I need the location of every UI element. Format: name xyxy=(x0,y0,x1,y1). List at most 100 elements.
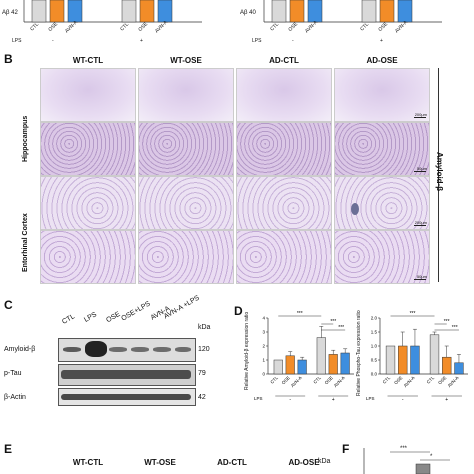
panel-b-side-bar xyxy=(438,68,439,282)
histology-tile xyxy=(40,230,136,284)
panel-d-label: D xyxy=(234,304,243,318)
lane-label: CTL xyxy=(61,313,77,326)
histology-tile xyxy=(236,122,332,176)
panel-f-sig1: *** xyxy=(400,446,408,452)
panel-a-bar xyxy=(121,0,137,23)
blot-actin xyxy=(58,388,196,406)
histology-tile: 50μm xyxy=(334,230,430,284)
panel-a-ylabel-left: Aβ 42 xyxy=(2,10,18,16)
panel-b-row-hippocampus: Hippocampus xyxy=(22,115,29,162)
chart-d1-ytick-label: 3 xyxy=(262,330,265,335)
panel-a-bar xyxy=(49,0,65,23)
chart-d1-lps-plus: + xyxy=(332,397,335,403)
kda-label: kDa xyxy=(198,324,211,331)
chart-d2-bar xyxy=(454,362,464,375)
chart-d2-bar xyxy=(398,345,408,375)
blot-mw: 79 xyxy=(198,370,206,377)
histology-tile xyxy=(138,230,234,284)
panel-b-col-header: WT-CTL xyxy=(72,56,104,65)
panel-f-kda: kDa xyxy=(318,458,331,465)
chart-d1-sig-label: *** xyxy=(330,319,336,325)
chart-d2-lps-plus: + xyxy=(445,397,448,403)
chart-d1-bar xyxy=(328,354,338,375)
histology-tile: 200μm xyxy=(334,68,430,122)
scale-bar xyxy=(414,279,426,280)
chart-d2-ytick-label: 1.0 xyxy=(371,344,378,349)
panel-a-bar xyxy=(157,0,173,23)
blot-amyloid xyxy=(58,338,196,362)
scale-bar xyxy=(414,171,426,172)
chart-d2-ytick-label: 0.0 xyxy=(371,372,378,377)
chart-d1-cat-label: AVN-A xyxy=(290,375,303,388)
histology-tile xyxy=(40,176,136,230)
blot-mw: 42 xyxy=(198,394,206,401)
chart-d2-lps-label: LPS xyxy=(366,396,375,401)
chart-d2-sig-label: *** xyxy=(410,311,416,317)
panel-c-label: C xyxy=(4,298,13,312)
chart-d1-sig-label: *** xyxy=(338,325,344,331)
panel-f-sig2: * xyxy=(430,454,433,460)
chart-d2-ytick-label: 1.5 xyxy=(371,330,378,335)
panel-d: Relative Amyloid-β expression ratio 0 1 2 3… xyxy=(230,300,474,412)
panel-b-label: B xyxy=(4,52,13,66)
panel-a-ylabel-right: Aβ 40 xyxy=(240,10,256,16)
panel-a-bar xyxy=(139,0,155,23)
panel-e-label: E xyxy=(4,442,13,456)
histology-tile xyxy=(236,68,332,122)
chart-d1-ytick-label: 4 xyxy=(262,316,265,321)
panel-a-left-axes xyxy=(23,0,202,23)
chart-d2-ytick-label: 0.5 xyxy=(371,358,378,363)
scale-bar xyxy=(414,225,426,226)
blot-row-label: β-Actin xyxy=(4,394,26,401)
panel-a-lps-label: LPS xyxy=(12,38,22,44)
panel-b: WT-CTL WT-OSE AD-CTL AD-OSE Hippocampus … xyxy=(0,52,474,284)
panel-a-lps-plus: + xyxy=(140,38,143,44)
panel-b-row-cortex: Entorhinal Cortex xyxy=(22,213,29,272)
panel-b-col-header: WT-OSE xyxy=(170,56,202,65)
chart-d1-bar xyxy=(340,352,350,375)
scale-text: 50μm xyxy=(416,166,427,171)
panel-f-chart xyxy=(363,448,450,474)
panel-f-label: F xyxy=(342,442,350,456)
panel-a-lps-minus: - xyxy=(52,38,54,44)
chart-d2-ytick-label: 2.0 xyxy=(371,316,378,321)
panel-e-col-header: AD-OSE xyxy=(288,458,320,467)
chart-d1-lps-minus: - xyxy=(289,397,291,403)
chart-d1-cat-label: AVN-A xyxy=(333,375,346,388)
blot-row-label: Amyloid-β xyxy=(4,346,36,353)
lane-label: OSE xyxy=(105,310,122,325)
chart-d2-bar xyxy=(442,356,452,375)
lane-label: LPS xyxy=(83,311,99,324)
chart-d2-cat-label: OSE xyxy=(393,375,403,385)
chart-d2-sig-label: *** xyxy=(452,325,458,331)
panel-a-lps-minus: - xyxy=(292,38,294,44)
panel-a-bar xyxy=(31,0,47,23)
tissue-artifact xyxy=(351,203,359,215)
panel-c: CTL LPS OSE OSE+LPS AVN-A AVN-A +LPS kDa… xyxy=(0,295,230,410)
chart-d1-bar xyxy=(273,359,283,375)
chart-d1-cat-label: OSE xyxy=(324,375,334,385)
histology-tile xyxy=(138,176,234,230)
panel-b-col-header: AD-CTL xyxy=(269,56,299,65)
chart-d2-bar xyxy=(429,334,440,375)
histology-tile xyxy=(40,68,136,122)
chart-d2-sig-label: *** xyxy=(444,319,450,325)
histology-tile: 200μm xyxy=(334,176,430,230)
lane-label: OSE+LPS xyxy=(120,300,152,323)
chart-d1-ytick-label: 2 xyxy=(262,344,265,349)
histology-tile xyxy=(138,122,234,176)
histology-tile xyxy=(236,230,332,284)
panel-f-bar xyxy=(415,463,431,474)
chart-d1-bar xyxy=(285,355,295,375)
panel-e-col-header: AD-CTL xyxy=(217,458,247,467)
chart-d1-bar xyxy=(316,337,326,375)
scale-bar xyxy=(414,117,426,118)
chart-d2-cat-label: CTL xyxy=(426,375,436,385)
panel-b-col-header: AD-OSE xyxy=(366,56,398,65)
panel-a-right-axes xyxy=(263,0,442,23)
chart-d2-lps-minus: - xyxy=(402,397,404,403)
chart-d2-bar xyxy=(410,345,420,375)
chart-d1-cat-label: OSE xyxy=(281,375,291,385)
scale-text: 50μm xyxy=(416,274,427,279)
